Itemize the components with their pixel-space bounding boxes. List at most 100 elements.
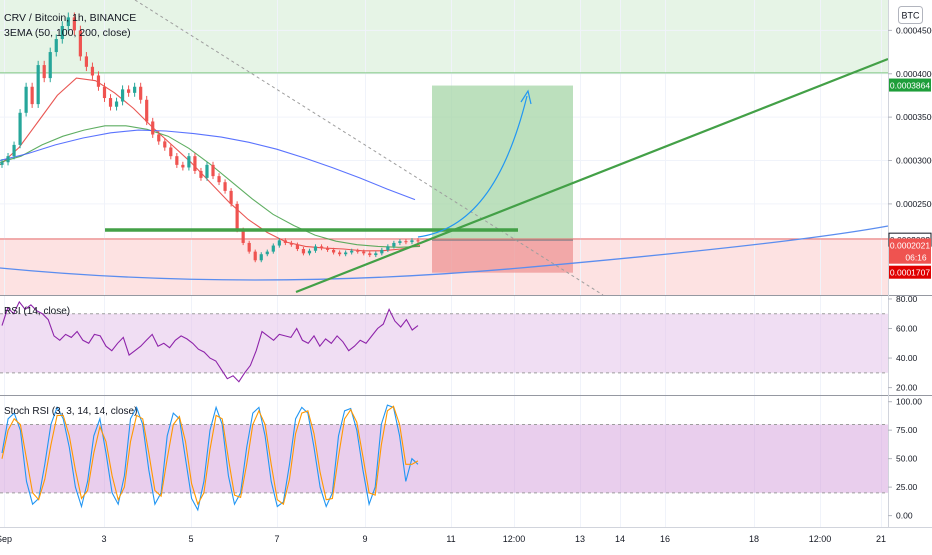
- time-tick-label: 9: [362, 534, 367, 544]
- candle-body: [205, 164, 209, 178]
- candle-body: [398, 241, 402, 243]
- rsi-tick-label: 60.00: [896, 324, 918, 334]
- candle-body: [0, 162, 4, 165]
- price-label-text: 0.0002021: [890, 240, 930, 250]
- candle-body: [120, 89, 125, 102]
- candle-body: [157, 134, 161, 142]
- candle-body: [169, 147, 173, 157]
- drawings-top: [105, 57, 889, 294]
- candle-body: [319, 246, 324, 249]
- candle-body: [223, 182, 227, 191]
- candle-body: [410, 240, 414, 243]
- candle-body: [151, 121, 155, 135]
- long-position-target-zone: [432, 85, 573, 241]
- candle-body: [60, 26, 64, 40]
- candles: [0, 12, 420, 263]
- candle-body: [145, 99, 149, 122]
- currency-badge[interactable]: [898, 6, 923, 24]
- projection-curve: [417, 95, 528, 238]
- currency-badge-label: BTC: [902, 11, 921, 21]
- candle-body: [392, 242, 396, 247]
- descending-trendline: [134, 0, 604, 296]
- time-tick-label: 21: [876, 534, 886, 544]
- ema-line-ema100: [0, 125, 421, 248]
- time-tick-label: 12:00: [809, 534, 832, 544]
- price-label-text: 06:16: [905, 253, 927, 263]
- ema-line-ema50: [0, 77, 421, 252]
- time-tick-label: 12:00: [503, 534, 526, 544]
- price-label-box: [889, 238, 931, 252]
- stoch-tick-label: 0.00: [896, 511, 913, 521]
- price-label-box: [889, 250, 931, 264]
- candle-body: [36, 65, 40, 105]
- candle-body: [114, 101, 119, 107]
- candle-body: [241, 229, 245, 243]
- candle-body: [362, 251, 366, 254]
- stoch-band-fill: [0, 424, 888, 493]
- candle-body: [193, 156, 197, 171]
- candle-body: [356, 250, 360, 252]
- candle-body: [78, 30, 82, 57]
- candle-body: [368, 253, 372, 256]
- chart-title: CRV / Bitcoin, 1h, BINANCE: [4, 12, 136, 24]
- rsi-pane[interactable]: [0, 300, 888, 383]
- stoch-tick-label: 75.00: [896, 425, 918, 435]
- candle-body: [301, 249, 306, 254]
- ema-line-ema200: [0, 129, 416, 201]
- candle-body: [325, 248, 330, 250]
- rsi-legend[interactable]: RSI (14, close): [4, 306, 70, 317]
- candle-body: [133, 86, 137, 93]
- candle-body: [84, 56, 89, 67]
- ema-lines: [0, 77, 421, 252]
- candle-body: [416, 240, 420, 242]
- rsi-tick-label: 20.00: [896, 383, 918, 393]
- candle-body: [30, 86, 34, 105]
- candle-body: [199, 170, 203, 178]
- time-tick-label: 7: [274, 534, 279, 544]
- candle-body: [259, 254, 263, 261]
- candle-body: [350, 250, 354, 253]
- stoch-legend[interactable]: Stoch RSI (3, 3, 14, 14, close): [4, 406, 137, 417]
- stoch-rsi-pane[interactable]: [0, 404, 888, 512]
- candle-body: [102, 86, 107, 99]
- time-tick-label: 11: [446, 534, 455, 544]
- candle-body: [289, 242, 293, 245]
- price-label-text: 0.0001707: [890, 268, 930, 278]
- candle-body: [380, 249, 384, 254]
- candle-body: [217, 176, 221, 183]
- candle-body: [163, 141, 167, 148]
- candle-body: [187, 156, 191, 168]
- candle-body: [247, 242, 251, 252]
- rsi-band-fill: [0, 313, 888, 373]
- candle-body: [72, 17, 76, 31]
- candle-body: [108, 98, 113, 107]
- candle-body: [295, 244, 300, 250]
- candle-body: [54, 39, 58, 53]
- rising-trendline: [295, 57, 889, 294]
- time-axis[interactable]: Sep 3 5 7 9 11 12:00 13 14 16 18 12:00 21: [0, 534, 886, 544]
- rsi-tick-label: 80.00: [896, 294, 918, 304]
- price-label-box: [889, 78, 931, 92]
- time-tick-label: Sep: [0, 534, 12, 544]
- stoch-tick-label: 100.00: [896, 397, 922, 407]
- candle-body: [404, 241, 408, 243]
- stoch-tick-label: 25.00: [896, 482, 918, 492]
- candle-body: [277, 240, 281, 246]
- candle-body: [175, 156, 179, 165]
- time-tick-label: 18: [749, 534, 759, 544]
- candle-body: [307, 250, 312, 254]
- time-tick-label: 13: [575, 534, 585, 544]
- time-tick-label: 16: [660, 534, 670, 544]
- candle-body: [283, 240, 287, 243]
- candle-body: [96, 75, 101, 87]
- candle-body: [90, 66, 95, 76]
- candle-body: [235, 203, 239, 230]
- indicator-legend[interactable]: 3EMA (50, 100, 200, close): [4, 27, 131, 39]
- stoch-line-k: [1, 404, 419, 512]
- projection-arrowhead: [520, 89, 532, 105]
